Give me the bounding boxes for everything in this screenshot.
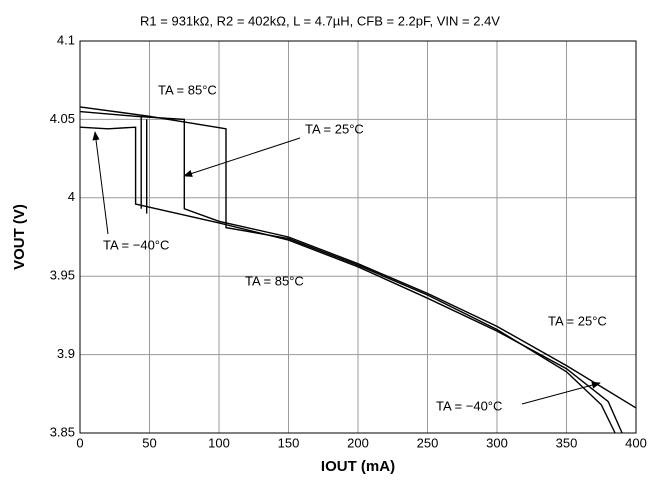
- data-line: [79, 110, 637, 409]
- annotation: TA = 25°C: [305, 121, 364, 136]
- x-tick-label: 400: [625, 435, 647, 450]
- data-line: [79, 106, 616, 434]
- annotation: TA = −40°C: [103, 237, 169, 252]
- annotation: TA = 85°C: [158, 82, 217, 97]
- plot-frame: [79, 40, 637, 434]
- x-tick-label: 0: [76, 435, 83, 450]
- x-tick-label: 150: [278, 435, 300, 450]
- y-tick-label: 3.95: [50, 268, 75, 283]
- x-tick-label: 200: [347, 435, 369, 450]
- y-tick-label: 4: [68, 189, 75, 204]
- annotation: TA = −40°C: [436, 398, 502, 413]
- y-tick-label: 3.85: [50, 424, 75, 439]
- annotation-arrow: [521, 381, 601, 405]
- annotation-arrow: [92, 131, 109, 235]
- x-tick-label: 350: [556, 435, 578, 450]
- chart-subtitle: R1 = 931kΩ, R2 = 402kΩ, L = 4.7µH, CFB =…: [140, 13, 500, 28]
- annotation: TA = 85°C: [245, 273, 304, 288]
- x-tick-label: 50: [142, 435, 156, 450]
- y-tick-label: 4.05: [50, 111, 75, 126]
- data-line: [79, 126, 623, 434]
- annotation: TA = 25°C: [548, 313, 607, 328]
- x-axis-label: IOUT (mA): [321, 458, 395, 475]
- x-tick-label: 250: [417, 435, 439, 450]
- y-tick-label: 3.9: [57, 346, 75, 361]
- x-tick-label: 300: [486, 435, 508, 450]
- y-axis-label: VOUT (V): [11, 204, 28, 270]
- x-tick-label: 100: [208, 435, 230, 450]
- annotation-arrow: [183, 137, 301, 177]
- y-tick-label: 4.1: [57, 32, 75, 47]
